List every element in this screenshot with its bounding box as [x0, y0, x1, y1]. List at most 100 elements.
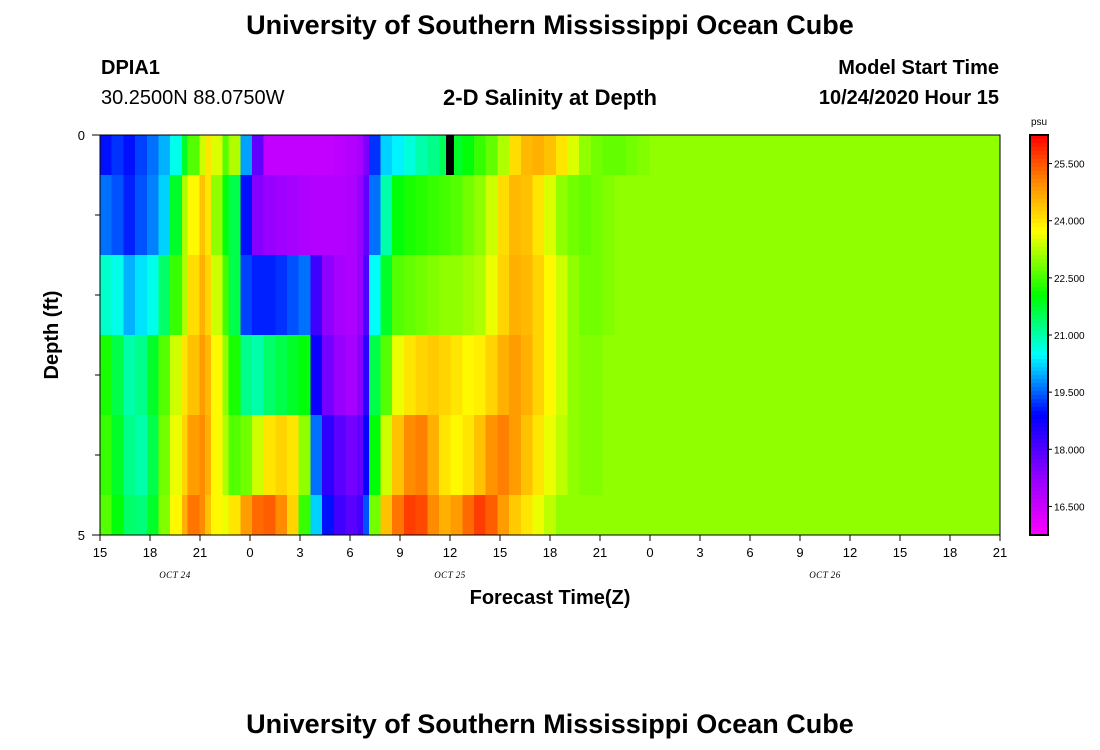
colorbar-segment — [1030, 443, 1048, 448]
heatmap-cell — [684, 175, 697, 255]
heatmap-cell — [812, 255, 826, 335]
heatmap-cell — [906, 175, 919, 255]
heatmap-cell — [438, 335, 452, 415]
colorbar-segment — [1030, 303, 1048, 308]
heatmap-cell — [345, 415, 358, 495]
heatmap-cell — [275, 415, 288, 495]
heatmap-cell — [766, 255, 779, 335]
heatmap-cell — [555, 495, 569, 535]
heatmap-cell — [848, 335, 861, 415]
heatmap-cell — [801, 175, 814, 255]
colorbar-segment — [1030, 527, 1048, 532]
heatmap-cell — [871, 335, 884, 415]
heatmap-cell — [263, 135, 276, 175]
heatmap-cell — [170, 335, 183, 415]
heatmap-cell — [427, 415, 440, 495]
x-tick-label: 18 — [543, 545, 557, 560]
heatmap-cell — [754, 255, 767, 335]
heatmap-cell — [789, 135, 802, 175]
heatmap-cell — [964, 175, 978, 255]
heatmap-cell — [228, 495, 241, 535]
heatmap-cell — [380, 495, 393, 535]
heatmap-cell — [205, 335, 212, 415]
heatmap-cell — [322, 175, 335, 255]
station-id: DPIA1 — [101, 57, 160, 79]
heatmap-cell — [181, 415, 189, 495]
heatmap-cell — [333, 415, 347, 495]
colorbar-segment — [1030, 227, 1048, 232]
heatmap-cell — [111, 135, 124, 175]
heatmap-cell — [731, 335, 744, 415]
heatmap-cell — [777, 335, 791, 415]
heatmap-cell — [462, 335, 475, 415]
heatmap-cell — [170, 175, 183, 255]
heatmap-cell — [544, 255, 557, 335]
heatmap-cell — [240, 255, 253, 335]
heatmap-cell — [976, 255, 989, 335]
heatmap-cell — [824, 495, 837, 535]
heatmap-cell — [438, 175, 452, 255]
heatmap-cell — [812, 135, 826, 175]
heatmap-cell — [181, 495, 189, 535]
heatmap-cell — [941, 255, 954, 335]
heatmap-cell — [649, 175, 662, 255]
heatmap-cell — [672, 495, 686, 535]
heatmap-cell — [579, 255, 592, 335]
colorbar-segment — [1030, 435, 1048, 440]
heatmap-cell — [333, 335, 347, 415]
heatmap-cell — [637, 415, 650, 495]
heatmap-cell — [649, 335, 662, 415]
y-tick-label: 0 — [78, 128, 85, 143]
heatmap-cell — [310, 255, 323, 335]
heatmap-cell — [170, 255, 183, 335]
heatmap-cell — [929, 495, 943, 535]
heatmap-cell — [199, 415, 206, 495]
heatmap-cell — [964, 255, 978, 335]
x-tick-label: 3 — [696, 545, 703, 560]
heatmap-cell — [497, 335, 510, 415]
heatmap-cell — [211, 495, 224, 535]
colorbar-label: 24.000 — [1054, 217, 1085, 228]
colorbar-segment — [1030, 523, 1048, 528]
heatmap-cell — [918, 255, 931, 335]
heatmap-cell — [836, 415, 849, 495]
heatmap-cell — [848, 135, 861, 175]
heatmap-cell — [199, 255, 206, 335]
heatmap-cell — [567, 135, 580, 175]
heatmap-cell — [707, 335, 721, 415]
heatmap-cell — [275, 335, 288, 415]
heatmap-cell — [357, 255, 364, 335]
heatmap-cell — [362, 335, 370, 415]
heatmap-cell — [158, 495, 171, 535]
heatmap-cell — [661, 135, 674, 175]
heatmap-cell — [392, 415, 405, 495]
date-label: OCT 26 — [809, 570, 841, 580]
colorbar-label: 16.500 — [1054, 502, 1085, 513]
colorbar-segment — [1030, 515, 1048, 520]
heatmap-cell — [392, 175, 405, 255]
heatmap-cell — [590, 135, 604, 175]
colorbar-segment — [1030, 271, 1048, 276]
heatmap-cell — [859, 335, 873, 415]
x-axis-title: Forecast Time(Z) — [470, 587, 631, 609]
heatmap-cell — [228, 135, 241, 175]
heatmap-cell — [894, 255, 908, 335]
heatmap-cell — [251, 495, 265, 535]
heatmap-cell — [199, 335, 206, 415]
colorbar-segment — [1030, 299, 1048, 304]
heatmap-cell — [812, 335, 826, 415]
heatmap-cell — [135, 135, 148, 175]
heatmap-cell — [953, 335, 966, 415]
colorbar-segment — [1030, 171, 1048, 176]
heatmap-cell — [859, 135, 873, 175]
colorbar-segment — [1030, 391, 1048, 396]
heatmap-cell — [222, 495, 230, 535]
x-tick-label: 18 — [943, 545, 957, 560]
heatmap-cell — [322, 415, 335, 495]
heatmap-cell — [228, 415, 241, 495]
colorbar-segment — [1030, 359, 1048, 364]
heatmap-cell — [403, 135, 417, 175]
heatmap-cell — [964, 135, 978, 175]
x-tick-label: 12 — [843, 545, 857, 560]
heatmap-cell — [555, 255, 569, 335]
